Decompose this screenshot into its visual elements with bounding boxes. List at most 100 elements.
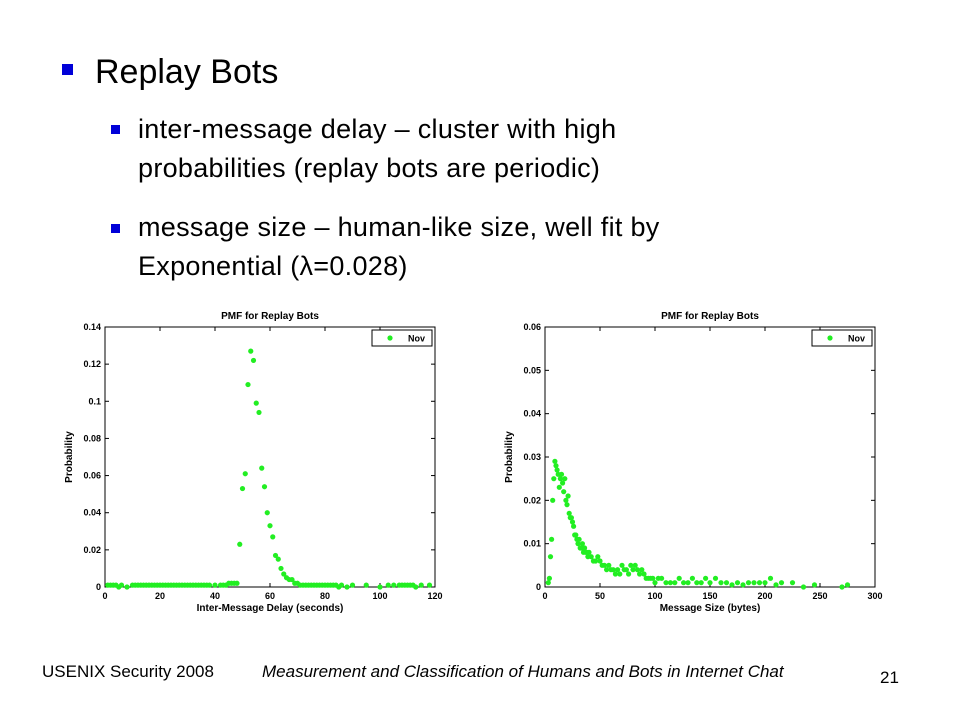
data-point	[558, 471, 565, 477]
data-point	[212, 582, 218, 588]
data-point	[615, 567, 621, 573]
chart-message-size: PMF for Replay Bots 0 50 100 150 200 250 300 0 0.…	[490, 300, 890, 625]
data-point	[248, 348, 254, 354]
slide-title: Replay Bots	[95, 53, 279, 91]
legend-label: Nov	[408, 334, 425, 344]
data-point	[676, 575, 682, 581]
data-point	[547, 554, 554, 560]
legend-box	[811, 329, 873, 347]
footer-conference: USENIX Security 2008	[42, 662, 214, 681]
x-tick-label: 200	[757, 591, 772, 601]
data-point	[634, 567, 640, 573]
data-point	[762, 580, 768, 586]
x-tick-label: 50	[595, 591, 605, 601]
bullet-2-icon	[111, 224, 120, 233]
data-point	[617, 571, 623, 577]
data-point	[767, 575, 774, 581]
x-axis-label: Message Size (bytes)	[660, 603, 761, 614]
data-point	[562, 476, 568, 482]
chart-title: PMF for Replay Bots	[661, 311, 759, 322]
data-point	[839, 584, 845, 590]
x-axis-label: Inter-Message Delay (seconds)	[197, 603, 344, 614]
y-tick-label: 0.04	[83, 508, 101, 518]
x-tick-label: 150	[702, 591, 717, 601]
data-point	[568, 515, 574, 521]
data-point	[275, 556, 281, 562]
data-point	[619, 562, 625, 568]
data-point	[663, 580, 669, 586]
data-point	[426, 582, 433, 588]
data-point	[261, 484, 268, 490]
x-tick-label: 250	[812, 591, 827, 601]
data-point	[672, 580, 678, 586]
data-point	[641, 571, 647, 577]
data-point	[685, 580, 691, 586]
y-tick-label: 0.08	[83, 433, 101, 443]
data-point	[250, 357, 257, 364]
data-point	[639, 567, 645, 573]
data-point	[566, 510, 572, 516]
data-point	[597, 558, 603, 564]
data-point	[579, 541, 585, 547]
data-point	[582, 545, 588, 551]
data-point	[245, 381, 251, 388]
data-point	[595, 554, 601, 560]
data-point	[278, 565, 284, 572]
data-point	[588, 554, 594, 560]
data-point	[586, 549, 592, 555]
x-tick-label: 60	[265, 591, 275, 601]
data-point	[723, 580, 730, 586]
x-tick-label: 40	[210, 591, 220, 601]
bullet-1: inter-message delay – cluster with high …	[138, 110, 616, 188]
x-tick-label: 120	[427, 591, 442, 601]
x-tick-label: 100	[372, 591, 387, 601]
data-point	[557, 476, 563, 482]
data-point	[391, 582, 397, 588]
data-point	[734, 580, 741, 586]
y-tick-label: 0.1	[88, 396, 101, 406]
data-point	[573, 532, 579, 538]
data-point	[546, 575, 552, 581]
y-tick-label: 0.06	[523, 322, 541, 332]
data-point	[560, 480, 566, 486]
data-point	[552, 458, 558, 464]
legend-box	[371, 329, 433, 347]
plot-frame	[104, 326, 436, 588]
data-point	[718, 580, 724, 586]
x-tick-label: 100	[647, 591, 662, 601]
data-point	[778, 580, 785, 586]
data-point	[630, 567, 636, 573]
data-point	[551, 476, 557, 482]
y-tick-label: 0.06	[83, 471, 101, 481]
data-point	[545, 580, 551, 586]
y-tick-label: 0.05	[523, 365, 541, 375]
data-point	[550, 497, 556, 503]
data-point	[289, 576, 295, 583]
data-point	[272, 552, 279, 559]
data-point	[259, 465, 265, 471]
data-point	[561, 489, 567, 495]
data-point	[811, 582, 818, 588]
bullet-2: message size – human-like size, well fit…	[138, 208, 660, 286]
data-point	[623, 567, 629, 573]
data-point	[575, 541, 581, 547]
data-point	[694, 580, 700, 586]
data-point	[349, 582, 356, 588]
data-point	[556, 484, 562, 490]
data-point	[729, 582, 735, 588]
data-point	[569, 519, 576, 525]
data-point	[800, 584, 807, 590]
plot-frame	[544, 326, 876, 588]
data-point	[377, 584, 383, 590]
x-tick-label: 20	[155, 591, 165, 601]
y-tick-label: 0	[96, 582, 101, 592]
data-point	[563, 497, 569, 503]
bullet-2-line-2: Exponential (λ=0.028)	[138, 251, 408, 281]
data-point	[689, 575, 695, 581]
data-point	[256, 409, 262, 416]
data-point	[565, 493, 571, 499]
chart-inter-message-delay: PMF for Replay Bots 0 20 40 60 80 100 120 0 0.02 0…	[50, 300, 450, 625]
data-point	[413, 584, 419, 590]
title-bullet-icon	[62, 64, 73, 75]
data-point	[632, 562, 638, 568]
